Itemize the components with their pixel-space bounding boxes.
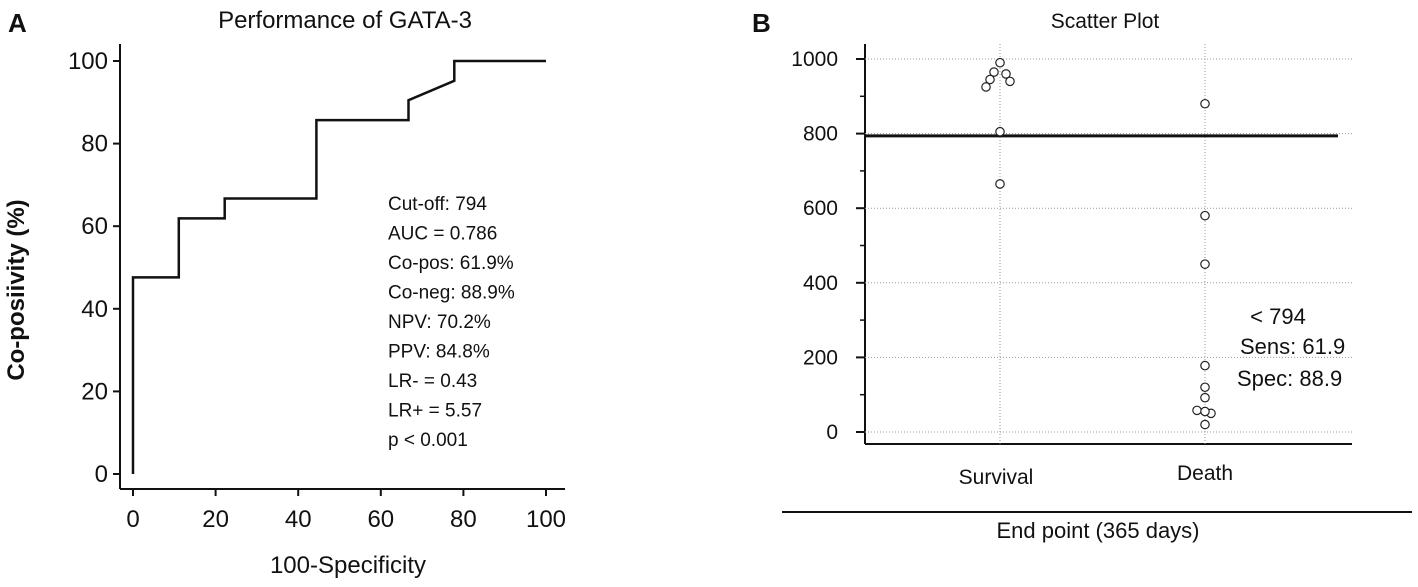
scatter-y-tick-label: 400 bbox=[803, 272, 838, 295]
scatter-point bbox=[995, 57, 1005, 68]
roc-y-tick-label: 100 bbox=[68, 48, 108, 75]
roc-stat-annotation: PPV: 84.8% bbox=[388, 342, 490, 363]
scatter-point bbox=[1200, 210, 1210, 221]
scatter-x-axis-label: End point (365 days) bbox=[996, 518, 1199, 543]
scatter-chart-title: Scatter Plot bbox=[1051, 10, 1160, 33]
roc-chart-title: Performance of GATA-3 bbox=[218, 7, 472, 34]
scatter-annotation: < 794 bbox=[1250, 304, 1306, 329]
roc-x-axis-label: 100-Specificity bbox=[270, 552, 426, 579]
scatter-point bbox=[981, 82, 991, 92]
scatter-point bbox=[1001, 69, 1011, 79]
scatter-points bbox=[981, 57, 1216, 430]
roc-y-axis-label: Co-posiivity (%) bbox=[3, 199, 30, 380]
roc-y-tick-label: 80 bbox=[81, 131, 108, 158]
roc-x-ticks: 0 20 40 60 80 100 bbox=[126, 489, 566, 533]
scatter-y-tick-label: 200 bbox=[803, 346, 838, 369]
roc-x-tick-label: 40 bbox=[285, 506, 312, 533]
scatter-y-ticks: 0 200 400 600 800 1000 bbox=[791, 48, 865, 444]
roc-x-tick-label: 80 bbox=[450, 506, 477, 533]
roc-curve-line bbox=[131, 59, 546, 474]
roc-x-tick-label: 0 bbox=[126, 506, 139, 533]
roc-stat-annotation: AUC = 0.786 bbox=[388, 224, 497, 245]
scatter-point bbox=[1192, 405, 1202, 416]
scatter-point bbox=[989, 67, 999, 77]
scatter-category-label: Survival bbox=[959, 466, 1034, 489]
scatter-point bbox=[1005, 76, 1015, 87]
roc-stat-annotation: LR+ = 5.57 bbox=[388, 401, 482, 422]
scatter-point bbox=[995, 179, 1005, 189]
scatter-y-tick-label: 800 bbox=[803, 123, 838, 146]
roc-stat-annotation: Cut-off: 794 bbox=[388, 194, 487, 215]
panel-label-a: A bbox=[8, 8, 27, 38]
scatter-point bbox=[1200, 382, 1210, 393]
scatter-point bbox=[1200, 419, 1210, 430]
scatter-point bbox=[995, 126, 1005, 137]
scatter-annotation: Sens: 61.9 bbox=[1240, 334, 1345, 359]
roc-x-tick-label: 60 bbox=[367, 506, 394, 533]
scatter-point bbox=[1200, 406, 1210, 417]
roc-x-tick-label: 100 bbox=[526, 506, 566, 533]
scatter-y-tick-label: 600 bbox=[803, 197, 838, 220]
scatter-point bbox=[1200, 392, 1210, 403]
roc-stat-annotation: p < 0.001 bbox=[388, 430, 468, 451]
scatter-point bbox=[1200, 360, 1210, 371]
panel-label-b: B bbox=[752, 8, 771, 38]
roc-stat-annotation: Co-pos: 61.9% bbox=[388, 253, 514, 274]
scatter-annotations: < 794 Sens: 61.9 Spec: 88.9 bbox=[1237, 304, 1345, 391]
scatter-category-label: Death bbox=[1177, 462, 1233, 485]
scatter-x-ticks: Survival Death bbox=[959, 462, 1233, 489]
scatter-gridlines bbox=[865, 44, 1352, 444]
roc-stat-annotation: NPV: 70.2% bbox=[388, 312, 491, 333]
roc-stat-annotation: Co-neg: 88.9% bbox=[388, 283, 515, 304]
roc-stats-annotations: Cut-off: 794 AUC = 0.786 Co-pos: 61.9% Co-n… bbox=[388, 194, 515, 451]
scatter-point bbox=[1200, 259, 1210, 269]
roc-y-tick-label: 0 bbox=[95, 461, 108, 488]
roc-y-tick-label: 40 bbox=[81, 296, 108, 323]
scatter-y-tick-label: 1000 bbox=[791, 48, 838, 71]
roc-y-ticks: 0 20 40 60 80 100 bbox=[68, 48, 120, 488]
roc-y-tick-label: 20 bbox=[81, 378, 108, 405]
roc-x-tick-label: 20 bbox=[202, 506, 229, 533]
scatter-y-tick-label: 0 bbox=[826, 421, 838, 444]
scatter-point bbox=[985, 74, 995, 85]
scatter-annotation: Spec: 88.9 bbox=[1237, 366, 1342, 391]
roc-chart-panel: A Performance of GATA-3 Co-posiivity (%)… bbox=[3, 7, 566, 579]
scatter-point bbox=[1200, 98, 1210, 109]
scatter-chart-panel: B Scatter Plot 0 200 400 600 800 1000 Surviva… bbox=[752, 8, 1412, 543]
roc-y-tick-label: 60 bbox=[81, 213, 108, 240]
roc-stat-annotation: LR- = 0.43 bbox=[388, 371, 477, 392]
